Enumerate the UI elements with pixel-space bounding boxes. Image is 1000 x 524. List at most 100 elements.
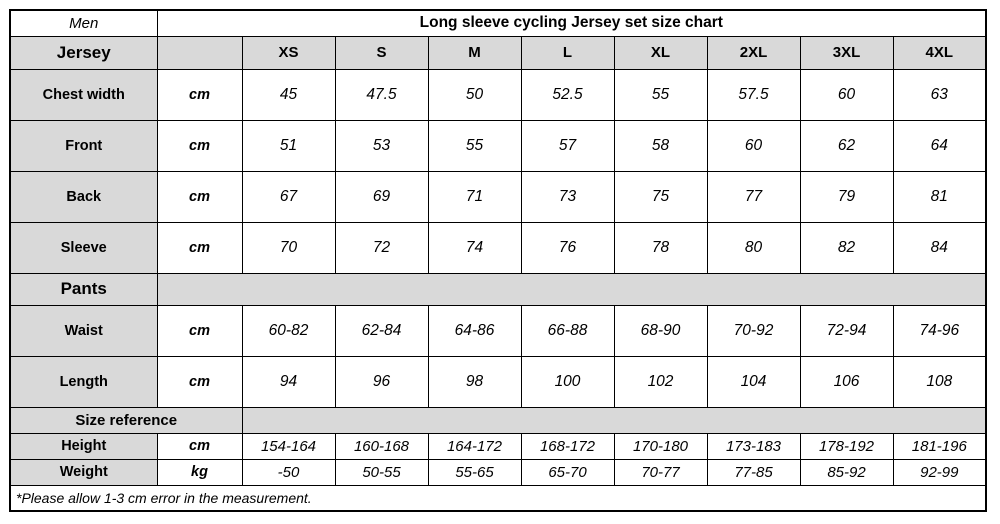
size-chart-table: Men Long sleeve cycling Jersey set size c… <box>9 9 988 512</box>
value-cell: 53 <box>334 119 429 172</box>
footnote-row: *Please allow 1-3 cm error in the measur… <box>9 484 987 512</box>
table-row: Length cm 94 96 98 100 102 104 106 108 <box>9 355 987 408</box>
value-cell: 80 <box>706 221 801 274</box>
value-cell: 75 <box>613 170 708 223</box>
table-row: Back cm 67 69 71 73 75 77 79 81 <box>9 170 987 223</box>
row-label: Chest width <box>9 68 158 121</box>
unit-header-spacer <box>156 35 243 70</box>
value-cell: 60 <box>706 119 801 172</box>
row-label: Height <box>9 432 158 460</box>
value-cell: 92-99 <box>892 458 987 486</box>
size-header-cell: L <box>520 35 615 70</box>
value-cell: 102 <box>613 355 708 408</box>
value-cell: 70-77 <box>613 458 708 486</box>
value-cell: 168-172 <box>520 432 615 460</box>
value-cell: 65-70 <box>520 458 615 486</box>
value-cell: 62-84 <box>334 304 429 357</box>
value-cell: 77 <box>706 170 801 223</box>
value-cell: 47.5 <box>334 68 429 121</box>
size-header-cell: XS <box>241 35 336 70</box>
value-cell: -50 <box>241 458 336 486</box>
value-cell: 72 <box>334 221 429 274</box>
value-cell: 106 <box>799 355 894 408</box>
table-row: Height cm 154-164 160-168 164-172 168-172 170-… <box>9 432 987 460</box>
chart-title: Long sleeve cycling Jersey set size char… <box>156 9 987 37</box>
value-cell: 160-168 <box>334 432 429 460</box>
value-cell: 104 <box>706 355 801 408</box>
size-header-cell: 3XL <box>799 35 894 70</box>
pants-section-label: Pants <box>9 272 158 306</box>
value-cell: 74-96 <box>892 304 987 357</box>
size-header-cell: M <box>427 35 522 70</box>
size-reference-spacer <box>241 406 987 434</box>
value-cell: 64-86 <box>427 304 522 357</box>
value-cell: 68-90 <box>613 304 708 357</box>
value-cell: 69 <box>334 170 429 223</box>
size-header-cell: 2XL <box>706 35 801 70</box>
value-cell: 84 <box>892 221 987 274</box>
pants-section-row: Pants <box>9 272 987 306</box>
value-cell: 73 <box>520 170 615 223</box>
row-label: Length <box>9 355 158 408</box>
value-cell: 55-65 <box>427 458 522 486</box>
size-reference-row: Size reference <box>9 406 987 434</box>
size-header-cell: XL <box>613 35 708 70</box>
value-cell: 60 <box>799 68 894 121</box>
value-cell: 58 <box>613 119 708 172</box>
row-label: Sleeve <box>9 221 158 274</box>
unit-cell: cm <box>156 221 243 274</box>
size-header-cell: 4XL <box>892 35 987 70</box>
value-cell: 82 <box>799 221 894 274</box>
value-cell: 55 <box>613 68 708 121</box>
value-cell: 81 <box>892 170 987 223</box>
chart-title-row: Men Long sleeve cycling Jersey set size c… <box>9 9 987 37</box>
value-cell: 51 <box>241 119 336 172</box>
value-cell: 77-85 <box>706 458 801 486</box>
value-cell: 71 <box>427 170 522 223</box>
value-cell: 85-92 <box>799 458 894 486</box>
value-cell: 94 <box>241 355 336 408</box>
value-cell: 57.5 <box>706 68 801 121</box>
value-cell: 100 <box>520 355 615 408</box>
value-cell: 181-196 <box>892 432 987 460</box>
value-cell: 108 <box>892 355 987 408</box>
value-cell: 52.5 <box>520 68 615 121</box>
value-cell: 98 <box>427 355 522 408</box>
value-cell: 170-180 <box>613 432 708 460</box>
value-cell: 57 <box>520 119 615 172</box>
gender-label: Men <box>9 9 158 37</box>
value-cell: 76 <box>520 221 615 274</box>
value-cell: 72-94 <box>799 304 894 357</box>
row-label: Waist <box>9 304 158 357</box>
row-label: Front <box>9 119 158 172</box>
value-cell: 60-82 <box>241 304 336 357</box>
value-cell: 96 <box>334 355 429 408</box>
value-cell: 67 <box>241 170 336 223</box>
unit-cell: kg <box>156 458 243 486</box>
value-cell: 70-92 <box>706 304 801 357</box>
footnote: *Please allow 1-3 cm error in the measur… <box>9 484 987 512</box>
table-row: Sleeve cm 70 72 74 76 78 80 82 84 <box>9 221 987 274</box>
value-cell: 62 <box>799 119 894 172</box>
value-cell: 154-164 <box>241 432 336 460</box>
value-cell: 50 <box>427 68 522 121</box>
table-row: Waist cm 60-82 62-84 64-86 66-88 68-90 70-92 72-… <box>9 304 987 357</box>
value-cell: 55 <box>427 119 522 172</box>
unit-cell: cm <box>156 355 243 408</box>
table-row: Weight kg -50 50-55 55-65 65-70 70-77 77-85 85-9… <box>9 458 987 486</box>
value-cell: 70 <box>241 221 336 274</box>
value-cell: 78 <box>613 221 708 274</box>
size-header-cell: S <box>334 35 429 70</box>
unit-cell: cm <box>156 119 243 172</box>
value-cell: 45 <box>241 68 336 121</box>
unit-cell: cm <box>156 170 243 223</box>
value-cell: 178-192 <box>799 432 894 460</box>
pants-section-spacer <box>156 272 987 306</box>
jersey-section-label: Jersey <box>9 35 158 70</box>
table-row: Chest width cm 45 47.5 50 52.5 55 57.5 60 63 <box>9 68 987 121</box>
value-cell: 173-183 <box>706 432 801 460</box>
value-cell: 164-172 <box>427 432 522 460</box>
row-label: Weight <box>9 458 158 486</box>
size-header-row: Jersey XS S M L XL 2XL 3XL 4XL <box>9 35 987 70</box>
